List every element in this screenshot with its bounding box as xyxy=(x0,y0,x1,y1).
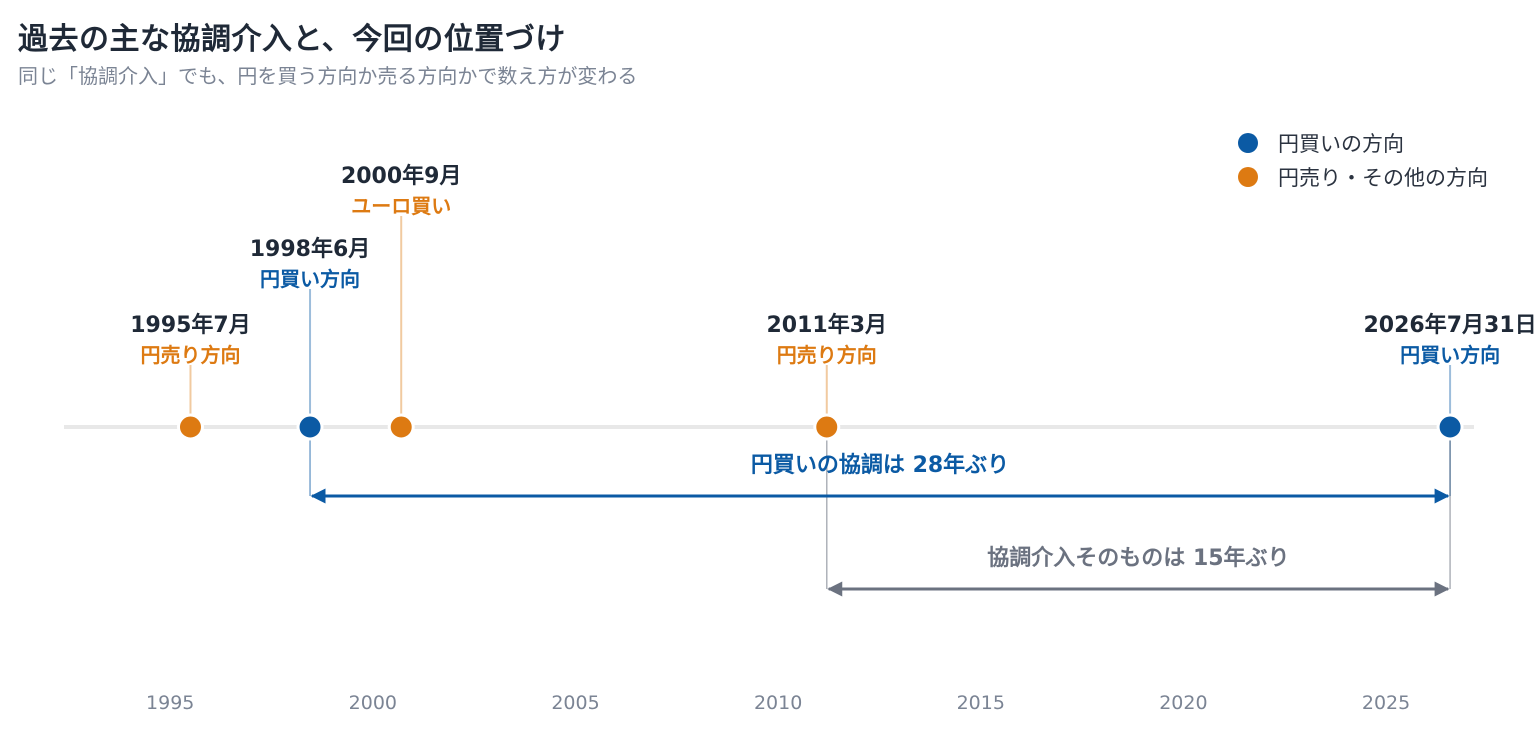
x-tick-label: 2010 xyxy=(754,692,802,714)
legend-label-yen-buy: 円買いの方向 xyxy=(1278,132,1404,156)
legend: 円買いの方向 円売り・その他の方向 xyxy=(1238,126,1488,194)
span-label: 協調介入そのものは 15年ぶり xyxy=(987,545,1289,571)
x-tick-label: 1995 xyxy=(146,692,194,714)
event-direction-label: 円売り方向 xyxy=(140,343,240,367)
event-date-label: 1998年6月 xyxy=(250,236,371,262)
legend-dot-yen-buy xyxy=(1238,133,1258,153)
legend-label-yen-sell: 円売り・その他の方向 xyxy=(1278,166,1488,190)
x-tick-label: 2015 xyxy=(957,692,1005,714)
x-tick-label: 2025 xyxy=(1362,692,1410,714)
event-date-label: 1995年7月 xyxy=(130,312,251,338)
event-dot xyxy=(1436,413,1464,441)
event-direction-label: ユーロ買い xyxy=(351,194,451,218)
x-tick-label: 2005 xyxy=(551,692,599,714)
legend-item-yen-sell: 円売り・その他の方向 xyxy=(1238,160,1488,194)
event-direction-label: 円買い方向 xyxy=(260,267,360,291)
x-tick-label: 2020 xyxy=(1159,692,1207,714)
event-dot xyxy=(296,413,324,441)
event-date-label: 2026年7月31日 xyxy=(1364,312,1536,338)
event-date-label: 2011年3月 xyxy=(766,312,887,338)
event-dot xyxy=(387,413,415,441)
event-direction-label: 円売り方向 xyxy=(777,343,877,367)
chart-subtitle: 同じ「協調介入」でも、円を買う方向か売る方向かで数え方が変わる xyxy=(18,64,638,88)
legend-item-yen-buy: 円買いの方向 xyxy=(1238,126,1488,160)
event-dot xyxy=(813,413,841,441)
span-label: 円買いの協調は 28年ぶり xyxy=(751,452,1009,478)
event-date-label: 2000年9月 xyxy=(341,163,462,189)
event-dot xyxy=(176,413,204,441)
x-tick-label: 2000 xyxy=(349,692,397,714)
legend-dot-yen-sell xyxy=(1238,167,1258,187)
event-direction-label: 円買い方向 xyxy=(1400,343,1500,367)
chart-title: 過去の主な協調介入と、今回の位置づけ xyxy=(18,22,566,57)
